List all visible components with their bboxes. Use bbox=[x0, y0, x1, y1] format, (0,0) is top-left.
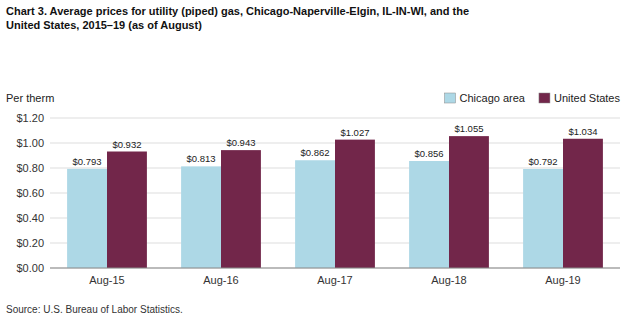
title-line: Chart 3. Average prices for utility (pip… bbox=[6, 5, 469, 17]
y-tick-label: $0.40 bbox=[16, 212, 44, 224]
y-tick-label: $0.00 bbox=[16, 262, 44, 274]
y-tick-label: $1.00 bbox=[16, 137, 44, 149]
data-label: $0.932 bbox=[112, 139, 141, 150]
bar bbox=[107, 152, 147, 269]
legend-label: United States bbox=[554, 92, 621, 104]
legend-swatch bbox=[539, 93, 550, 103]
bar bbox=[335, 140, 375, 268]
bar bbox=[221, 150, 261, 268]
legend-label: Chicago area bbox=[460, 92, 526, 104]
x-tick-label: Aug-15 bbox=[89, 274, 124, 286]
y-axis: $0.00 $0.20 $0.40 $0.60 $0.80 $1.00 $1.20 bbox=[16, 112, 620, 274]
bar bbox=[523, 169, 563, 268]
x-axis: Aug-15 Aug-16 Aug-17 Aug-18 Aug-19 bbox=[50, 268, 620, 286]
x-tick-label: Aug-18 bbox=[431, 274, 466, 286]
legend-swatch bbox=[445, 93, 456, 103]
data-label: $0.856 bbox=[415, 148, 444, 159]
bar bbox=[563, 139, 603, 268]
grid-line bbox=[50, 268, 620, 269]
bar bbox=[409, 161, 449, 268]
grid-line bbox=[50, 118, 620, 119]
y-tick-label: $0.60 bbox=[16, 187, 44, 199]
data-label: $0.813 bbox=[187, 153, 216, 164]
data-label: $1.027 bbox=[340, 127, 369, 138]
bar bbox=[449, 136, 489, 268]
bars bbox=[67, 136, 603, 268]
data-labels: $0.793 $0.813 $0.862 $0.856 $0.792 $0.932 $0.9… bbox=[73, 123, 598, 167]
data-label: $1.055 bbox=[454, 123, 483, 134]
title-line: United States, 2015–19 (as of August) bbox=[6, 19, 202, 31]
title: Chart 3. Average prices for utility (pip… bbox=[6, 5, 469, 31]
x-tick-label: Aug-19 bbox=[545, 274, 580, 286]
bar bbox=[67, 169, 107, 268]
x-axis-line bbox=[50, 268, 620, 269]
data-label: $1.034 bbox=[568, 126, 597, 137]
y-tick-label: $0.20 bbox=[16, 237, 44, 249]
y-axis-label: Per therm bbox=[6, 92, 54, 104]
bar bbox=[295, 160, 335, 268]
y-tick-label: $1.20 bbox=[16, 112, 44, 124]
data-label: $0.862 bbox=[301, 147, 330, 158]
x-tick-label: Aug-16 bbox=[203, 274, 238, 286]
source: Source: U.S. Bureau of Labor Statistics. bbox=[6, 304, 183, 315]
y-tick-label: $0.80 bbox=[16, 162, 44, 174]
legend: Chicago area United States bbox=[445, 92, 621, 104]
x-tick-label: Aug-17 bbox=[317, 274, 352, 286]
data-label: $0.793 bbox=[73, 156, 102, 167]
chart: Chart 3. Average prices for utility (pip… bbox=[0, 0, 632, 319]
data-label: $0.943 bbox=[226, 137, 255, 148]
bar bbox=[181, 166, 221, 268]
data-label: $0.792 bbox=[529, 156, 558, 167]
